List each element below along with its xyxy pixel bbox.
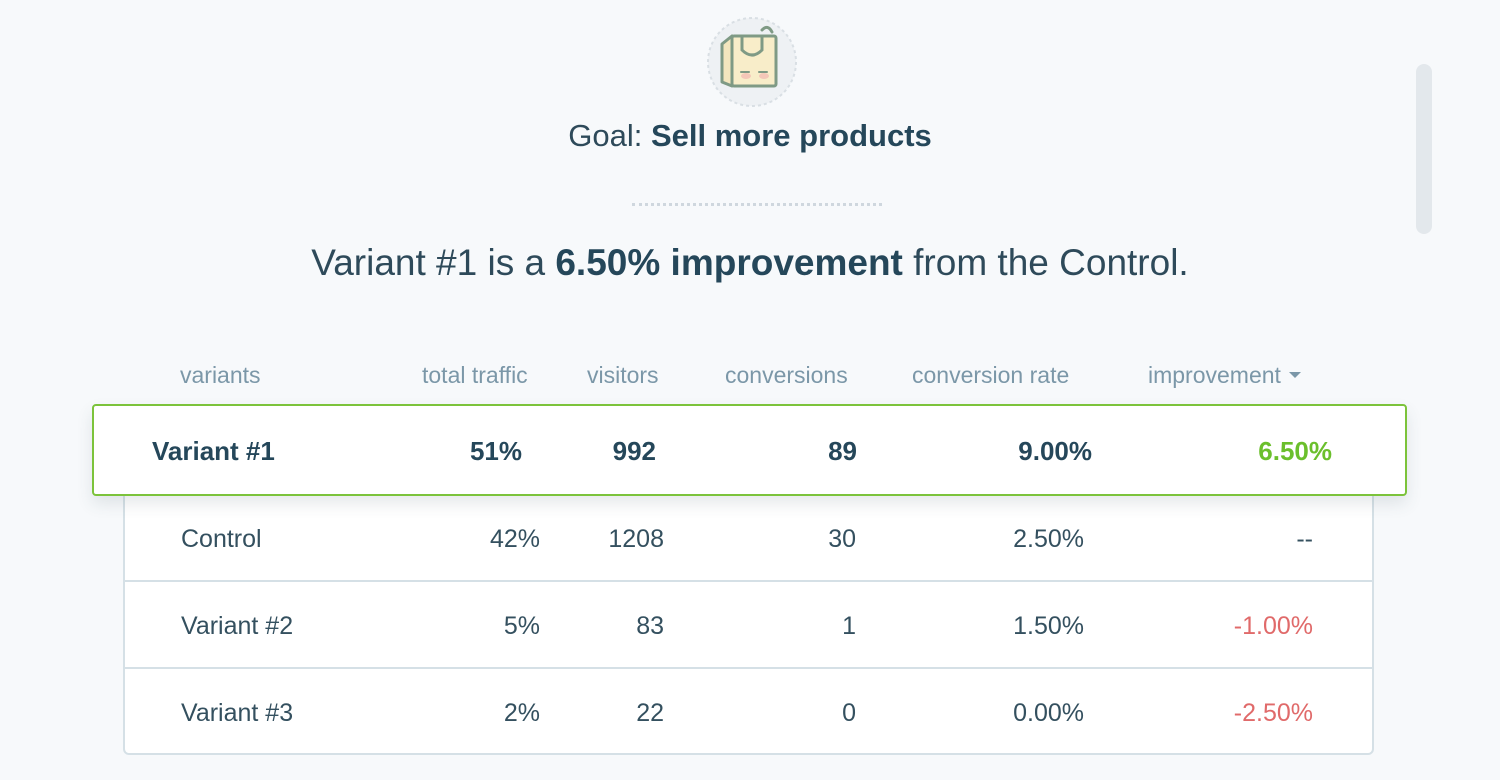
header-variants[interactable]: variants xyxy=(180,362,261,388)
sort-caret-icon xyxy=(1288,371,1301,378)
result-summary: Variant #1 is a 6.50% improvement from t… xyxy=(0,242,1500,284)
winner-row[interactable]: Variant #1 51% 992 89 9.00% 6.50% xyxy=(0,404,1500,496)
row-improvement: -- xyxy=(1296,525,1313,553)
header-total-traffic[interactable]: total traffic xyxy=(422,362,528,388)
dotted-divider xyxy=(632,203,882,206)
table-header: variants total traffic visitors conversi… xyxy=(0,362,1500,392)
results-table xyxy=(123,470,1374,755)
summary-after: from the Control. xyxy=(913,242,1189,283)
row-total-traffic: 42% xyxy=(489,525,540,553)
row-variant-name: Variant #3 xyxy=(181,699,294,727)
row-conversions: 1 xyxy=(842,612,856,640)
winner-conversions: 89 xyxy=(828,436,857,466)
row-conversions: 0 xyxy=(842,699,856,727)
winner-variant-name: Variant #1 xyxy=(152,436,275,466)
winner-conversion-rate: 9.00% xyxy=(1018,436,1092,466)
winner-total-traffic: 51% xyxy=(469,436,522,466)
header-conversion-rate[interactable]: conversion rate xyxy=(912,362,1070,388)
row-divider xyxy=(123,580,1374,582)
header-visitors[interactable]: visitors xyxy=(587,362,659,388)
row-improvement: -2.50% xyxy=(1233,699,1313,727)
row-total-traffic: 5% xyxy=(503,612,540,640)
row-conversions: 30 xyxy=(828,525,856,553)
summary-before: Variant #1 is a xyxy=(311,242,546,283)
summary-emphasis: 6.50% improvement xyxy=(555,242,903,283)
table-row[interactable]: Variant #2 5% 83 1 1.50% -1.00% xyxy=(0,583,1500,670)
winner-visitors: 992 xyxy=(612,436,656,466)
table-row[interactable]: Variant #3 2% 22 0 0.00% -2.50% xyxy=(0,670,1500,757)
row-improvement: -1.00% xyxy=(1233,612,1313,640)
row-variant-name: Variant #2 xyxy=(181,612,294,640)
shopping-bag-icon xyxy=(707,17,797,107)
header-improvement[interactable]: improvement xyxy=(1148,362,1301,389)
row-visitors: 1208 xyxy=(608,525,664,553)
vertical-scrollbar[interactable] xyxy=(1416,64,1432,234)
row-visitors: 83 xyxy=(636,612,664,640)
table-row[interactable]: Control 42% 1208 30 2.50% -- xyxy=(0,496,1500,583)
row-visitors: 22 xyxy=(636,699,664,727)
goal-name: Sell more products xyxy=(650,118,932,153)
winner-improvement: 6.50% xyxy=(1258,436,1332,466)
row-conversion-rate: 1.50% xyxy=(1013,612,1084,640)
row-total-traffic: 2% xyxy=(503,699,540,727)
row-conversion-rate: 0.00% xyxy=(1013,699,1084,727)
row-divider xyxy=(123,667,1374,669)
header-conversions[interactable]: conversions xyxy=(725,362,848,388)
row-variant-name: Control xyxy=(181,525,262,553)
header-improvement-label: improvement xyxy=(1148,362,1281,388)
winner-highlight xyxy=(92,404,1407,496)
goal-prefix: Goal: xyxy=(568,118,643,153)
goal-heading: Goal: Sell more products xyxy=(0,118,1500,154)
row-conversion-rate: 2.50% xyxy=(1013,525,1084,553)
